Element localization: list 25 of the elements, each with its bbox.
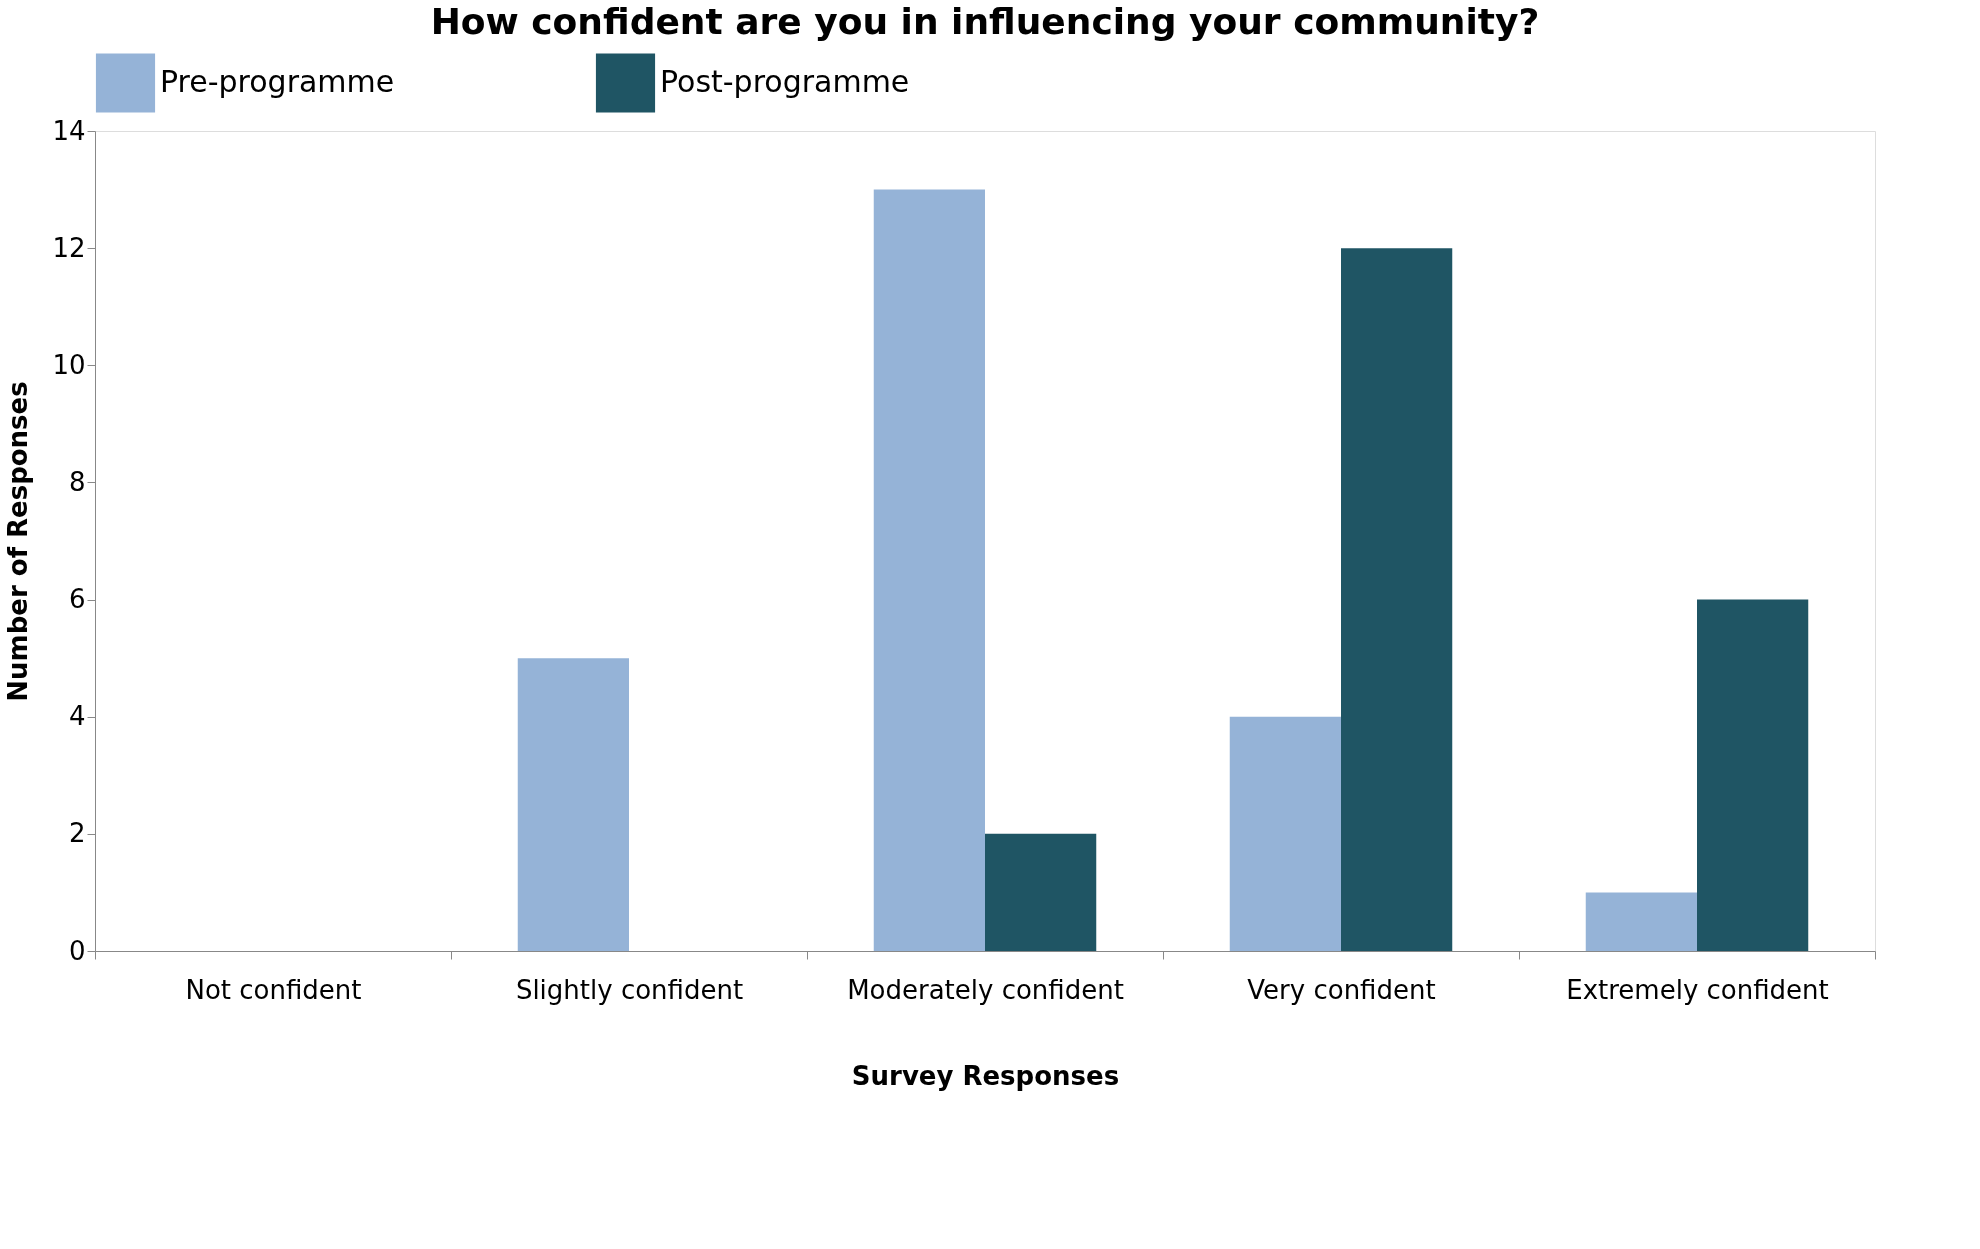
x-tick-label: Extremely confident (1566, 974, 1829, 1005)
y-tick-label: 0 (68, 935, 86, 966)
bar (985, 833, 1097, 951)
x-axis-title: Survey Responses (851, 1060, 1120, 1091)
x-tick-label: Moderately confident (847, 974, 1124, 1005)
x-tick-label: Slightly confident (515, 974, 744, 1005)
legend-label: Post-programme (660, 63, 910, 99)
chart-title: How confident are you in influencing your community? (430, 1, 1540, 42)
bar (873, 189, 985, 951)
y-tick-label: 8 (68, 466, 86, 497)
bar (1585, 892, 1697, 951)
bar (1229, 716, 1341, 951)
y-tick-label: 10 (52, 349, 86, 380)
y-tick-label: 6 (68, 584, 86, 615)
bar (1341, 248, 1453, 951)
y-tick-label: 14 (52, 115, 86, 146)
x-tick-label: Not confident (185, 974, 362, 1005)
legend-label: Pre-programme (160, 63, 395, 99)
bar (517, 658, 629, 951)
y-tick-label: 12 (52, 232, 86, 263)
y-tick-label: 2 (68, 818, 86, 849)
y-axis-title: Number of Responses (3, 381, 34, 702)
y-tick-label: 4 (68, 701, 86, 732)
bar (1697, 599, 1809, 951)
x-tick-label: Very confident (1247, 974, 1436, 1005)
